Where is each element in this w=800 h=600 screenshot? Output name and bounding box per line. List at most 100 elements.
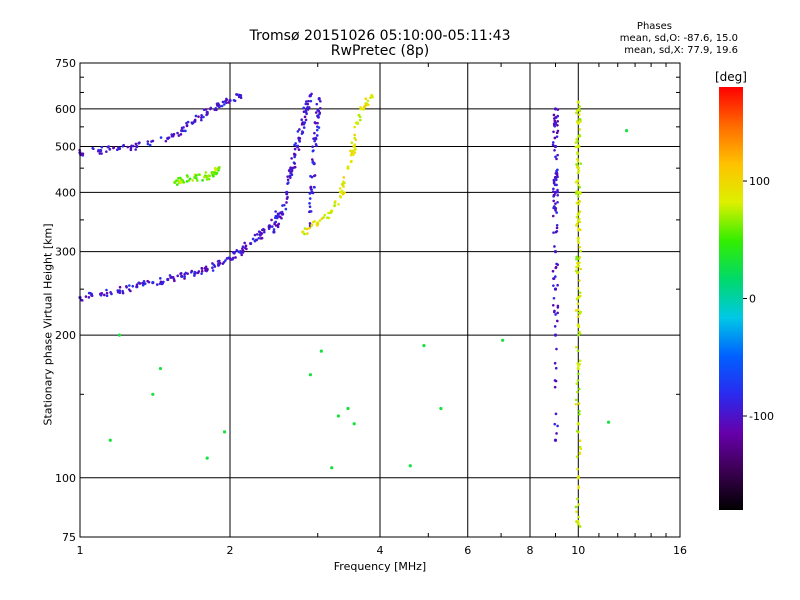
data-point-echo <box>358 118 362 122</box>
data-point-echo <box>200 116 203 119</box>
data-point <box>576 236 580 240</box>
data-point-echo <box>575 382 579 385</box>
data-point-echo <box>193 274 196 277</box>
data-point <box>553 250 558 254</box>
colorbar-tick-label: -100 <box>749 410 774 423</box>
data-point-echo <box>353 133 356 137</box>
data-point-echo <box>286 175 289 178</box>
data-point-echo <box>277 222 281 226</box>
data-point-echo <box>310 224 313 228</box>
data-point-echo <box>311 145 314 149</box>
data-point-echo <box>186 175 189 178</box>
data-point-echo <box>298 138 301 142</box>
data-point <box>553 107 558 111</box>
data-point-echo <box>280 210 284 214</box>
data-point-echo <box>303 227 307 230</box>
data-point-echo <box>577 144 581 148</box>
data-point-echo <box>303 115 307 119</box>
data-point-echo <box>235 248 239 252</box>
data-point-echo <box>278 215 282 219</box>
stats-o-mode: mean, sd,O: -87.6, 15.0 <box>619 33 738 44</box>
data-point-echo <box>215 108 218 112</box>
data-point-echo <box>197 173 201 176</box>
data-point-echo <box>148 143 152 147</box>
data-point-echo <box>180 180 183 183</box>
data-point-echo <box>575 137 578 141</box>
data-point-echo <box>186 120 190 124</box>
data-point-echo <box>576 308 580 312</box>
data-point <box>361 107 365 111</box>
data-point-echo <box>576 497 579 501</box>
data-point-echo <box>357 113 361 117</box>
data-point-echo <box>554 366 558 370</box>
data-point <box>308 94 313 98</box>
data-point-echo <box>556 311 559 315</box>
data-point <box>576 100 580 104</box>
data-point-echo <box>285 201 288 204</box>
data-point-echo <box>302 106 306 110</box>
data-point-echo <box>212 172 216 176</box>
plot-grid <box>80 63 680 537</box>
data-point-echo <box>552 284 555 287</box>
data-point-echo <box>241 249 245 252</box>
data-point-echo <box>311 220 315 224</box>
data-point <box>576 264 580 268</box>
colorbar-tick-label: 100 <box>749 175 770 188</box>
data-point-echo <box>579 294 582 298</box>
data-point-echo <box>98 152 102 155</box>
data-point-echo <box>211 266 214 270</box>
colorbar: [deg] 100 0 -100 <box>715 70 774 510</box>
x-tick-label: 8 <box>527 544 534 557</box>
data-point-echo <box>315 102 319 106</box>
data-point-echo <box>255 232 259 236</box>
data-point-echo <box>158 282 162 286</box>
data-point-echo <box>306 108 310 111</box>
series-x-mode-mixed-patch <box>173 166 221 186</box>
data-point-echo <box>191 122 194 125</box>
data-point-echo <box>274 224 278 227</box>
data-point-echo <box>212 263 216 267</box>
data-point-echo <box>164 139 168 143</box>
data-point-echo <box>579 249 582 253</box>
data-point-echo <box>129 148 133 152</box>
data-point-echo <box>311 149 315 153</box>
data-point <box>180 274 184 278</box>
data-point-echo <box>220 104 224 108</box>
data-point-echo <box>578 210 582 213</box>
data-point-echo <box>183 277 186 280</box>
data-point <box>553 190 558 195</box>
data-point-echo <box>126 145 130 149</box>
data-point-echo <box>574 402 578 406</box>
data-point-echo <box>311 161 315 164</box>
data-point-echo <box>223 103 226 106</box>
data-point-echo <box>552 296 556 300</box>
x-tick-label: 2 <box>227 544 234 557</box>
data-point-echo <box>577 475 580 478</box>
data-point-echo <box>579 192 582 195</box>
data-point-echo <box>317 116 320 119</box>
data-point-echo <box>280 212 284 216</box>
data-point-echo <box>554 275 557 278</box>
data-point-echo <box>574 145 578 149</box>
data-point <box>553 287 558 291</box>
data-point-echo <box>578 525 582 528</box>
data-point-echo <box>317 126 321 129</box>
data-point-echo <box>555 432 558 435</box>
data-point-echo <box>316 121 319 125</box>
data-point-echo <box>349 153 353 157</box>
data-point-echo <box>576 429 579 433</box>
data-point-echo <box>215 171 219 175</box>
data-point <box>606 420 611 424</box>
data-point-echo <box>159 280 163 284</box>
data-point <box>370 94 374 98</box>
data-point-echo <box>577 372 580 376</box>
data-point-echo <box>576 467 579 471</box>
data-point-echo <box>302 126 306 129</box>
data-point-echo <box>217 259 221 263</box>
data-point-echo <box>241 245 245 249</box>
plot-axes: 1 2 4 6 8 10 16 75 100 200 300 400 500 600 750 <box>55 57 687 557</box>
data-point-echo <box>578 245 582 249</box>
data-point-echo <box>575 191 578 195</box>
data-point-echo <box>329 211 332 215</box>
data-point-echo <box>131 284 135 288</box>
